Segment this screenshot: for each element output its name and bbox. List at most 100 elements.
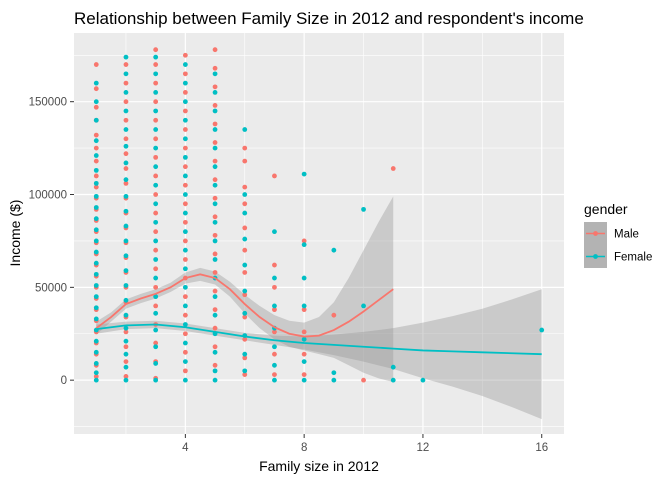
point-male: [212, 140, 218, 145]
y-tick-label: 0: [61, 375, 67, 387]
point-female: [123, 193, 129, 199]
point-male: [182, 164, 188, 170]
point-female: [93, 283, 99, 288]
point-female: [93, 153, 99, 158]
point-male: [182, 257, 188, 262]
point-female: [301, 377, 307, 383]
point-female: [182, 154, 188, 160]
point-female: [123, 71, 129, 77]
point-female: [123, 283, 129, 288]
point-female: [390, 377, 396, 383]
point-female: [153, 164, 159, 170]
point-male: [153, 340, 159, 346]
smooth-lines: [95, 273, 542, 356]
point-male: [93, 132, 99, 138]
point-male: [361, 377, 366, 383]
point-male: [390, 166, 396, 171]
point-male: [182, 71, 188, 77]
point-male: [182, 219, 188, 225]
x-tick-label: 4: [182, 442, 189, 454]
point-female: [93, 361, 99, 366]
point-male: [93, 173, 99, 179]
point-male: [153, 192, 159, 197]
point-male: [212, 251, 218, 257]
point-male: [123, 329, 129, 335]
smooth-line-female: [96, 323, 542, 356]
point-male: [93, 145, 99, 151]
point-female: [123, 312, 129, 318]
point-female: [153, 275, 159, 281]
point-female: [153, 310, 159, 316]
legend-label-male: Male: [614, 229, 639, 241]
point-female: [242, 351, 248, 357]
point-male: [93, 86, 99, 92]
x-tick-label: 8: [301, 442, 307, 454]
point-female: [331, 370, 337, 376]
point-female: [182, 322, 188, 327]
point-female: [123, 351, 129, 357]
point-female: [123, 127, 129, 132]
point-female: [182, 99, 188, 105]
point-female: [153, 238, 159, 244]
point-male: [242, 314, 248, 320]
point-male: [182, 90, 188, 95]
point-female: [123, 177, 129, 183]
point-female: [153, 90, 159, 95]
point-female: [182, 303, 188, 309]
point-female: [153, 182, 159, 188]
y-tick-label: 100000: [29, 190, 67, 202]
point-male: [123, 166, 129, 171]
point-female: [272, 303, 277, 309]
point-male: [242, 225, 248, 231]
point-female: [272, 275, 277, 281]
point-female: [153, 377, 159, 383]
point-male: [242, 247, 248, 253]
point-male: [182, 201, 188, 207]
point-male: [242, 292, 248, 298]
point-female: [123, 338, 129, 344]
chart-title: Relationship between Family Size in 2012…: [74, 9, 584, 28]
point-female: [361, 303, 366, 309]
point-female: [242, 310, 248, 316]
point-male: [182, 108, 188, 114]
point-male: [123, 80, 129, 86]
point-female: [93, 238, 99, 244]
point-male: [212, 325, 218, 331]
point-female: [153, 361, 159, 366]
point-male: [212, 103, 218, 108]
point-female: [212, 257, 218, 262]
point-female: [123, 160, 129, 166]
point-female: [153, 108, 159, 114]
y-axis-title: Income ($): [7, 200, 23, 267]
point-female: [301, 303, 307, 309]
point-male: [153, 99, 159, 105]
x-axis-ticks: 4 8 12 16: [182, 434, 548, 454]
point-male: [153, 117, 159, 123]
point-male: [301, 307, 307, 313]
point-female: [182, 359, 188, 364]
point-male: [93, 104, 99, 110]
point-male: [212, 195, 218, 201]
point-female: [123, 54, 129, 60]
point-male: [123, 117, 129, 123]
point-female: [272, 362, 277, 368]
point-male: [93, 158, 99, 164]
point-female: [212, 108, 218, 114]
point-male: [123, 62, 129, 67]
point-male: [331, 312, 337, 318]
point-female: [93, 180, 99, 186]
point-male: [153, 266, 159, 272]
point-male: [182, 127, 188, 132]
confidence-band-female: [96, 289, 542, 420]
point-male: [212, 177, 218, 183]
point-female: [153, 219, 159, 225]
point-female: [123, 90, 129, 95]
point-female: [182, 173, 188, 179]
point-male: [182, 349, 188, 355]
point-female: [331, 377, 337, 383]
point-female: [153, 127, 159, 132]
legend-label-female: Female: [614, 252, 652, 264]
point-female: [182, 192, 188, 197]
point-female: [123, 325, 129, 331]
point-male: [182, 238, 188, 244]
